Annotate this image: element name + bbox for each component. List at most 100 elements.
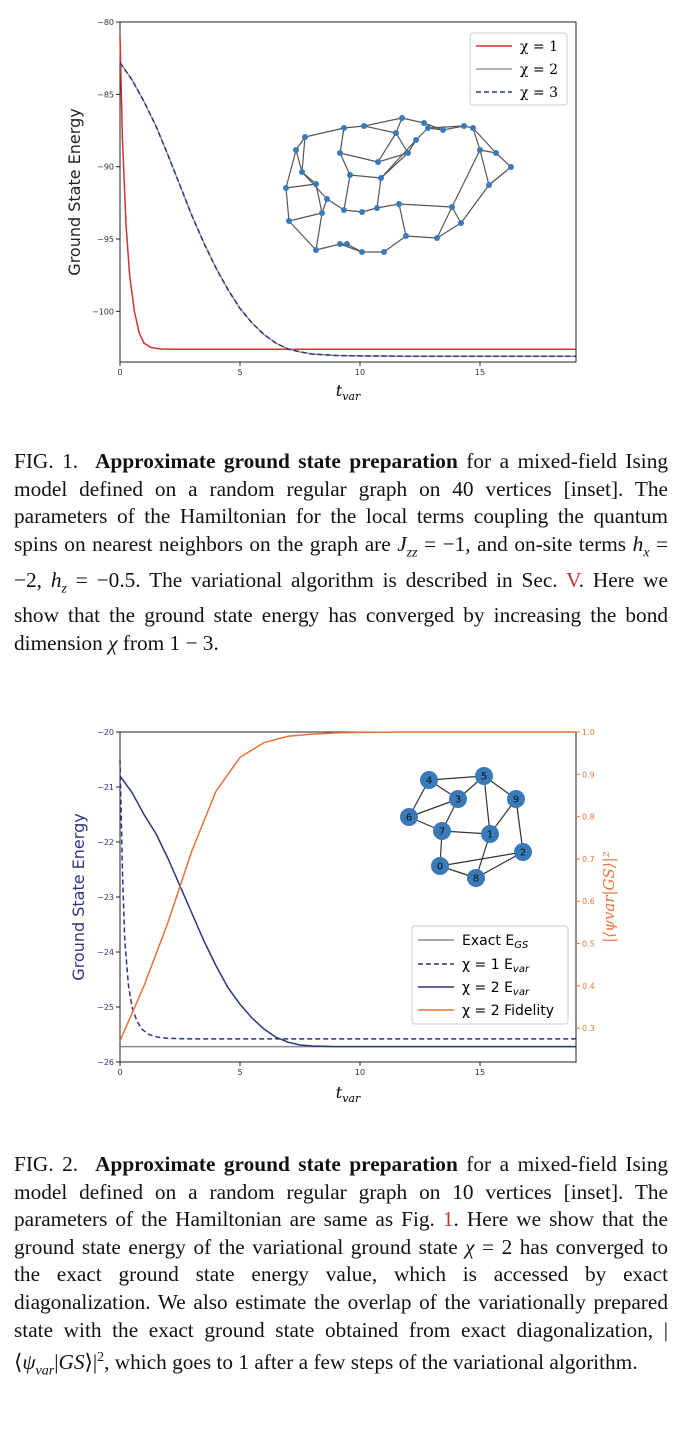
x-tick-label: 10: [355, 368, 365, 377]
inset-edge: [285, 149, 297, 189]
y-tick-label-right: 0.8: [582, 813, 595, 822]
y-tick-label: −90: [97, 163, 114, 172]
legend-label-chi2: χ = 2: [520, 62, 558, 78]
inset-edge: [301, 171, 317, 185]
inset-vertex: [400, 808, 418, 826]
inset-vertex: [477, 147, 483, 153]
caption-prefix: FIG. 1.: [14, 449, 79, 473]
inset-vertex-label: 6: [406, 813, 412, 824]
caption-math-sub: var: [35, 1363, 55, 1379]
inset-edge: [428, 775, 485, 781]
caption-math-sub: z: [61, 580, 67, 596]
y-tick-label: −95: [97, 235, 114, 244]
caption-text: from 1 − 3.: [117, 631, 219, 656]
inset-vertex: [434, 235, 440, 241]
inset-vertex: [283, 185, 289, 191]
caption-text: = 2 has converged to the exact ground st…: [14, 1234, 669, 1375]
inset-edge: [339, 152, 379, 163]
series-line-2: [119, 775, 576, 1048]
caption-math-sup: 2: [97, 1350, 105, 1366]
figure-2-caption: FIG. 2. Approximate ground state prepara…: [14, 1151, 668, 1385]
inset-vertex: [431, 857, 449, 875]
inset-vertex: [396, 201, 402, 207]
figure-1: 0 5 10 15 −80 −85 −90 −95 −100 χ = 1 χ = 2 χ = 3…: [0, 0, 686, 420]
inset-vertex: [486, 182, 492, 188]
series-line-1: [119, 759, 576, 1040]
caption-text: . Here we show that the ground state ene…: [14, 567, 668, 656]
inset-vertex: [337, 150, 343, 156]
legend-label-chi2: χ = 2 Evar: [462, 980, 530, 998]
y-tick-label-right: 0.5: [582, 940, 595, 949]
inset-edge: [288, 220, 317, 251]
x-tick-label: 5: [237, 368, 242, 377]
inset-vertex: [449, 204, 455, 210]
inset-vertex-label: 4: [426, 776, 432, 787]
inset-vertex: [381, 249, 387, 255]
legend: χ = 1 χ = 2 χ = 3: [469, 32, 568, 106]
inset-vertex: [313, 181, 319, 187]
figure-2: 0 5 10 15 −20 −21 −22 −23 −24 −25 −26 1.0 0.9 0.8 0.7 0…: [0, 720, 686, 1140]
caption-math-sub: x: [643, 545, 650, 561]
inset-edge: [295, 149, 303, 173]
inset-edge: [315, 243, 341, 251]
x-axis-label: tvar: [336, 381, 361, 403]
inset-vertex-label: 7: [439, 827, 445, 838]
inset-vertex: [420, 771, 438, 789]
inset-edge: [304, 127, 345, 138]
inset-edge: [301, 136, 306, 173]
inset-vertex: [458, 220, 464, 226]
legend-label-exact: Exact EGS: [462, 933, 529, 951]
series-line-3: [119, 731, 576, 1042]
caption-text: for a mixed-field Ising model defined on…: [14, 1152, 669, 1232]
caption-math: GS: [58, 1350, 85, 1375]
inset-vertex: [302, 134, 308, 140]
caption-text: ⟩|: [84, 1350, 98, 1375]
inset-edge: [460, 184, 490, 224]
inset-vertex: [313, 247, 319, 253]
inset-edge: [427, 125, 465, 129]
caption-math: h: [50, 567, 62, 592]
caption-math: χ: [108, 631, 118, 656]
inset-vertex: [461, 123, 467, 129]
caption-math: χ: [465, 1234, 475, 1259]
section-reference-link[interactable]: V: [566, 567, 579, 592]
y-tick-label-right: 0.6: [582, 897, 595, 906]
inset-edge: [363, 125, 397, 134]
legend: Exact EGS χ = 1 Evar χ = 2 Evar χ = 2 Fi…: [411, 925, 569, 1025]
figure-1-caption: FIG. 1. Approximate ground state prepara…: [14, 448, 668, 658]
series-line-2: [119, 62, 576, 357]
inset-edge: [376, 177, 382, 209]
inset-edge: [398, 203, 453, 208]
inset-edge: [472, 127, 481, 151]
series-line-0: [119, 36, 576, 351]
inset-vertex: [470, 125, 476, 131]
x-tick-label: 0: [117, 368, 122, 377]
inset-vertex: [393, 130, 399, 136]
y-tick-label: −24: [97, 948, 114, 957]
x-tick-label: 10: [355, 1068, 365, 1077]
inset-edge: [343, 209, 363, 213]
inset-edge: [479, 149, 490, 186]
y-tick-label: −100: [92, 307, 114, 316]
y-tick-label: −22: [97, 838, 114, 847]
figure-reference-link[interactable]: 1: [442, 1207, 454, 1232]
inset-edge: [377, 132, 397, 163]
inset-edge: [405, 235, 438, 239]
caption-math: h: [632, 531, 644, 556]
legend-label-chi1: χ = 1: [520, 39, 558, 55]
inset-graph-40-vertices: [283, 115, 514, 255]
inset-edge: [451, 206, 462, 224]
inset-vertex: [324, 196, 330, 202]
inset-edge: [315, 212, 323, 251]
figure-1-chart: 0 5 10 15 −80 −85 −90 −95 −100 χ = 1 χ = 2 χ = 3…: [65, 18, 577, 403]
y-tick-label: −26: [97, 1058, 114, 1067]
inset-edge: [395, 132, 409, 154]
inset-edge: [383, 235, 407, 253]
caption-bold-title: Approximate ground state preparation: [95, 449, 458, 473]
inset-edge: [451, 149, 481, 208]
inset-graph-10-vertices: 0 1 2 3 4 5 6 7 8 9: [400, 767, 532, 887]
inset-edge: [423, 122, 444, 131]
y-tick-label: −21: [97, 783, 114, 792]
inset-vertex-label: 8: [473, 874, 479, 885]
inset-vertex-label: 5: [481, 772, 487, 783]
